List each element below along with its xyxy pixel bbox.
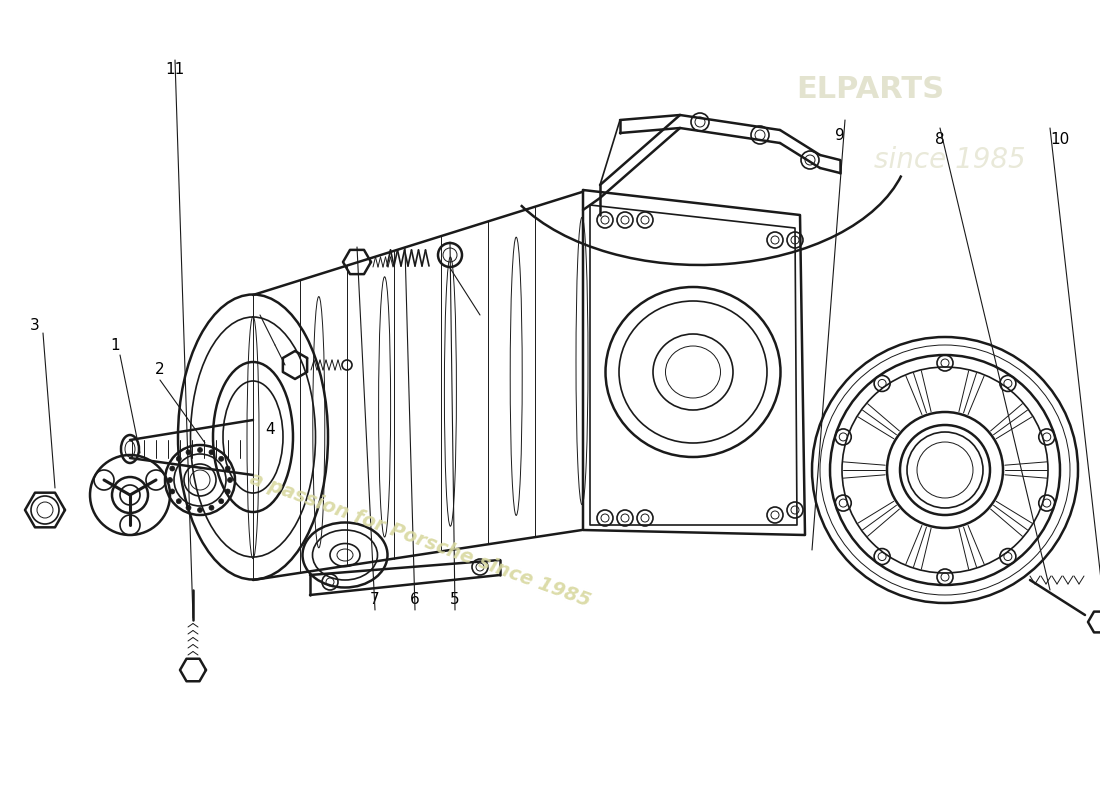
- Circle shape: [198, 447, 202, 453]
- Circle shape: [169, 466, 175, 471]
- Circle shape: [219, 498, 223, 504]
- Circle shape: [176, 456, 182, 462]
- Text: 1: 1: [110, 338, 120, 353]
- Text: 6: 6: [410, 593, 420, 607]
- Circle shape: [176, 498, 182, 504]
- Text: since 1985: since 1985: [874, 146, 1026, 174]
- Text: 3: 3: [30, 318, 40, 333]
- Circle shape: [226, 489, 230, 494]
- Circle shape: [209, 450, 214, 454]
- Circle shape: [209, 506, 214, 510]
- Circle shape: [226, 466, 230, 471]
- Text: ELPARTS: ELPARTS: [796, 75, 944, 105]
- Text: 2: 2: [155, 362, 165, 378]
- Text: 5: 5: [450, 593, 460, 607]
- Text: a passion for Porsche since 1985: a passion for Porsche since 1985: [246, 470, 593, 610]
- Circle shape: [167, 478, 173, 482]
- Text: 10: 10: [1050, 133, 1069, 147]
- Circle shape: [228, 478, 232, 482]
- Text: 11: 11: [165, 62, 185, 78]
- Text: 8: 8: [935, 133, 945, 147]
- Text: 9: 9: [835, 127, 845, 142]
- Circle shape: [169, 489, 175, 494]
- Circle shape: [219, 456, 223, 462]
- Text: 4: 4: [265, 422, 275, 438]
- Circle shape: [186, 506, 191, 510]
- Circle shape: [186, 450, 191, 454]
- Circle shape: [198, 507, 202, 513]
- Text: 7: 7: [371, 593, 380, 607]
